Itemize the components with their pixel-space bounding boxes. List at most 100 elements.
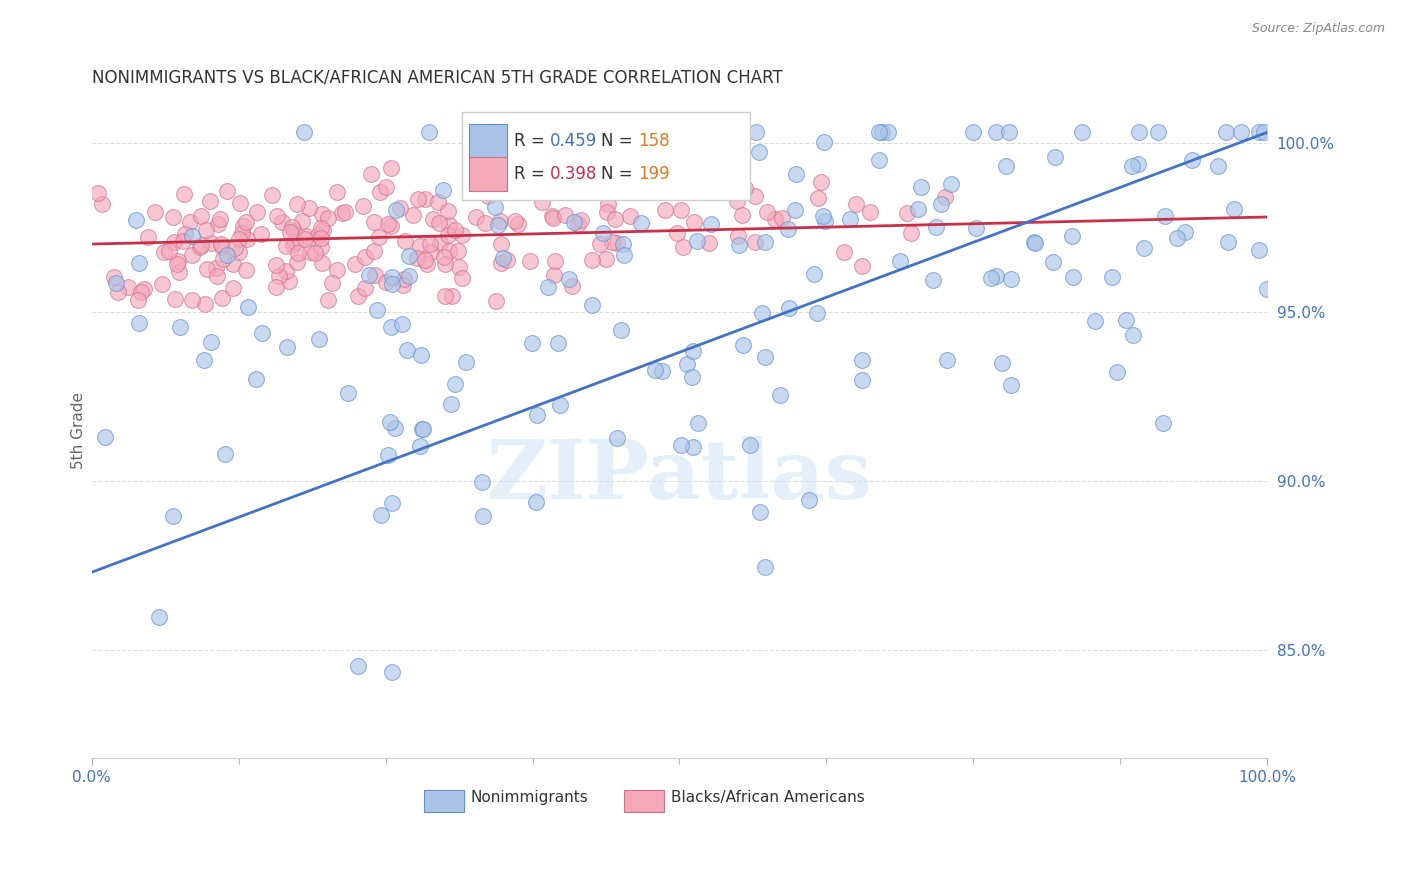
Point — [606, 431, 628, 445]
Point — [444, 223, 467, 237]
Point — [148, 610, 170, 624]
Point — [316, 293, 339, 308]
Point — [1062, 269, 1084, 284]
Point — [962, 125, 984, 139]
Point — [725, 175, 748, 189]
Point — [472, 509, 495, 524]
Point — [922, 273, 945, 287]
Point — [877, 125, 900, 139]
Point — [278, 225, 301, 239]
Point — [335, 205, 357, 219]
Point — [398, 268, 420, 283]
Point — [127, 293, 149, 308]
Point — [630, 173, 652, 187]
Point — [754, 560, 776, 574]
Point — [193, 353, 215, 368]
Point — [250, 227, 273, 242]
Point — [665, 226, 688, 240]
Point — [934, 189, 956, 203]
Point — [543, 268, 565, 282]
Point — [440, 397, 463, 411]
Point — [721, 125, 744, 139]
Point — [851, 373, 873, 387]
Point — [613, 170, 636, 185]
Point — [1101, 270, 1123, 285]
Point — [150, 277, 173, 292]
Point — [209, 237, 232, 252]
Point — [537, 280, 560, 294]
Point — [433, 250, 456, 264]
Point — [449, 260, 471, 274]
Point — [413, 192, 436, 206]
Point — [381, 496, 404, 510]
Point — [429, 235, 451, 250]
Point — [416, 257, 439, 271]
Point — [1247, 243, 1270, 257]
Point — [207, 268, 229, 283]
Point — [347, 289, 370, 303]
Point — [496, 252, 519, 267]
Point — [778, 301, 800, 316]
Text: 199: 199 — [638, 165, 669, 183]
Point — [889, 254, 911, 268]
Point — [1247, 125, 1270, 139]
Point — [630, 216, 652, 230]
Text: N =: N = — [600, 165, 637, 183]
Point — [606, 235, 628, 250]
Point — [755, 204, 778, 219]
Point — [304, 245, 326, 260]
Point — [1215, 125, 1237, 139]
Point — [312, 223, 335, 237]
Point — [326, 186, 349, 200]
Point — [198, 194, 221, 209]
Point — [388, 201, 411, 215]
Point — [211, 239, 233, 253]
Text: N =: N = — [600, 132, 637, 151]
Point — [675, 357, 697, 371]
Point — [105, 276, 128, 290]
Point — [669, 438, 692, 452]
Point — [179, 215, 201, 229]
Point — [474, 216, 496, 230]
Point — [209, 211, 232, 226]
Point — [814, 214, 837, 228]
Point — [1154, 209, 1177, 223]
Point — [994, 159, 1017, 173]
Point — [868, 153, 890, 168]
Point — [157, 244, 180, 258]
Point — [676, 166, 699, 180]
Point — [212, 252, 235, 266]
Point — [264, 258, 287, 272]
Point — [748, 145, 770, 159]
Point — [1084, 314, 1107, 328]
Point — [311, 206, 333, 220]
Point — [484, 200, 506, 214]
Point — [686, 416, 709, 430]
Point — [163, 292, 186, 306]
Point — [224, 241, 246, 255]
Point — [236, 232, 259, 246]
Point — [936, 352, 959, 367]
Point — [200, 334, 222, 349]
Point — [276, 340, 298, 354]
Point — [436, 203, 458, 218]
Point — [228, 232, 250, 246]
Point — [486, 218, 509, 232]
Point — [409, 348, 432, 362]
Point — [214, 447, 236, 461]
Point — [174, 227, 197, 241]
Point — [166, 257, 188, 271]
Point — [682, 215, 704, 229]
Point — [132, 282, 155, 296]
Point — [143, 205, 166, 219]
Point — [832, 245, 855, 260]
Point — [434, 289, 457, 303]
Point — [1042, 255, 1064, 269]
Point — [285, 255, 308, 269]
Point — [274, 264, 297, 278]
Point — [503, 214, 526, 228]
Point — [485, 294, 508, 309]
Point — [488, 213, 510, 227]
Point — [420, 245, 443, 260]
Point — [215, 184, 238, 198]
